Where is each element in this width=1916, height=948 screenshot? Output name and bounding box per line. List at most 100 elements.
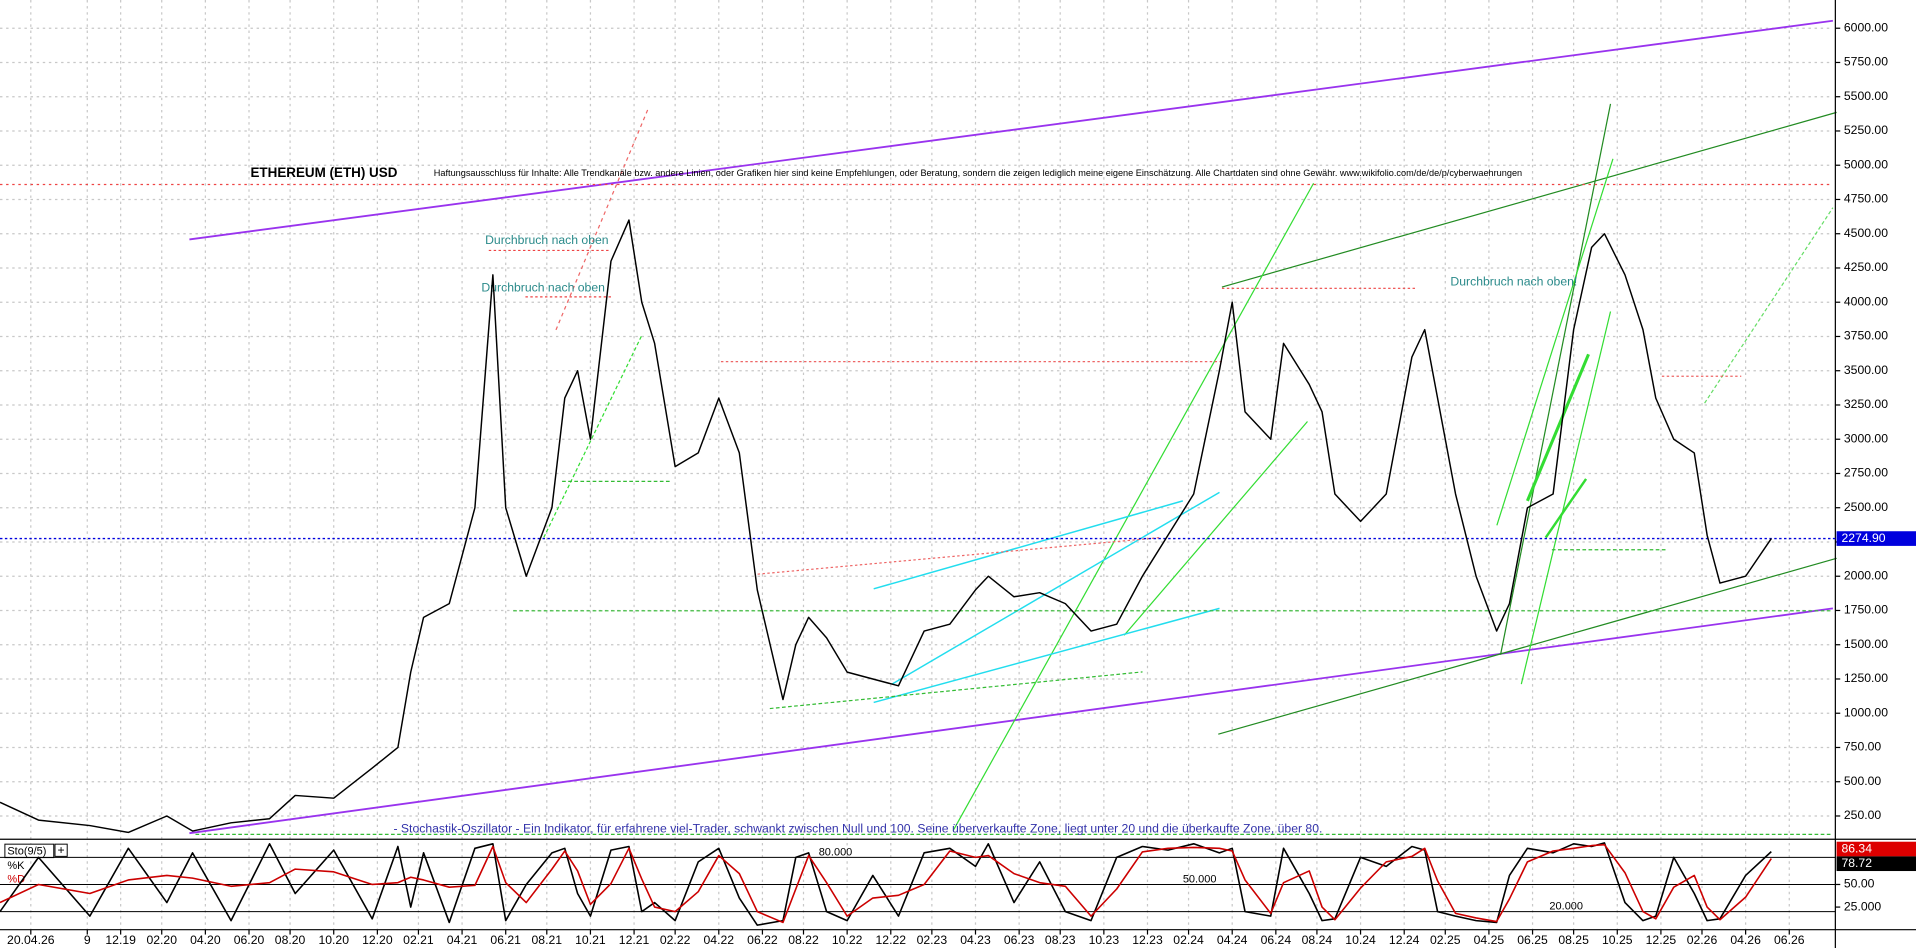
x-tick-label: 10.25 — [1602, 933, 1633, 947]
x-tick-label: 08.22 — [788, 933, 819, 947]
y-tick-label: 6000.00 — [1844, 20, 1888, 34]
x-tick-label: 08.25 — [1558, 933, 1589, 947]
x-tick-label: 04.20 — [190, 933, 221, 947]
level-label: 80.000 — [819, 846, 853, 858]
annotation: - Stochastik-Oszillator - Ein Indikator,… — [393, 822, 1322, 836]
trend-line — [769, 671, 1143, 710]
x-tick-label: 02.24 — [1173, 933, 1204, 947]
x-tick-label: 02.22 — [660, 933, 691, 947]
x-tick-label: 04.23 — [960, 933, 991, 947]
expand-icon[interactable]: + — [58, 843, 65, 857]
y-tick-label: 4000.00 — [1844, 294, 1888, 308]
x-tick-label: 06.25 — [1517, 933, 1548, 947]
x-tick-label: 12.24 — [1389, 933, 1420, 947]
x-tick-label: 06.21 — [490, 933, 521, 947]
price-line — [0, 219, 1772, 834]
disclaimer: Haftungsausschluss für Inhalte: Alle Tre… — [434, 168, 1522, 178]
y-tick-label: 50.00 — [1844, 877, 1875, 891]
x-tick-label: 12.20 — [362, 933, 393, 947]
y-tick-label: 3000.00 — [1844, 431, 1888, 445]
x-tick-label: 9 — [84, 933, 91, 947]
x-tick-label: 10.21 — [575, 933, 606, 947]
last-price-label: 2274.90 — [1841, 531, 1885, 545]
x-tick-label: 06.24 — [1261, 933, 1292, 947]
y-tick-label: 750.00 — [1844, 740, 1882, 754]
legend-entry: %D — [7, 873, 25, 885]
trend-line — [1526, 353, 1590, 502]
x-tick-label: 12.22 — [876, 933, 907, 947]
trend-line — [1221, 111, 1837, 288]
y-tick-label: 500.00 — [1844, 774, 1882, 788]
trend-line — [543, 335, 643, 538]
trend-line — [891, 491, 1220, 685]
y-tick-label: 5750.00 — [1844, 55, 1888, 69]
annotation: Durchbruch nach oben! — [1450, 274, 1577, 288]
x-tick-label: 06.20 — [234, 933, 265, 947]
annotation: Durchbruch nach oben — [481, 281, 604, 295]
x-tick-label: 06.22 — [747, 933, 778, 947]
last-value-label: 78.72 — [1841, 856, 1872, 870]
x-tick-label: 12.19 — [105, 933, 136, 947]
y-tick-label: 1500.00 — [1844, 637, 1888, 651]
x-tick-label: 06.23 — [1004, 933, 1035, 947]
y-tick-label: 2750.00 — [1844, 466, 1888, 480]
x-tick-label: 20.04.26 — [7, 933, 55, 947]
x-tick-label: 12.21 — [619, 933, 650, 947]
y-tick-label: 25.000 — [1844, 899, 1882, 913]
y-tick-label: 5250.00 — [1844, 123, 1888, 137]
last-value-box — [1836, 841, 1916, 857]
trend-line — [555, 109, 649, 331]
y-tick-label: 4750.00 — [1844, 192, 1888, 206]
indicator-title: Sto(9/5) — [7, 845, 46, 857]
x-tick-label: 08.24 — [1302, 933, 1333, 947]
legend-entry: %K — [7, 860, 25, 872]
y-tick-label: 250.00 — [1844, 808, 1882, 822]
x-tick-label: 08.21 — [532, 933, 563, 947]
y-tick-label: 3500.00 — [1844, 363, 1888, 377]
last-value-box — [1836, 856, 1916, 872]
x-tick-label: 08.23 — [1045, 933, 1076, 947]
x-tick-label: 02.26 — [1687, 933, 1718, 947]
trend-line — [1496, 158, 1614, 526]
y-tick-label: 5500.00 — [1844, 89, 1888, 103]
expand-button[interactable] — [54, 843, 68, 857]
x-tick-label: 10.20 — [318, 933, 349, 947]
x-tick-label: 02.20 — [146, 933, 177, 947]
x-tick-label: 12.23 — [1132, 933, 1163, 947]
level-label: 50.000 — [1183, 873, 1217, 885]
x-tick-label: 08.20 — [275, 933, 306, 947]
trend-line — [1704, 207, 1834, 404]
y-tick-label: 1000.00 — [1844, 705, 1888, 719]
trend-line — [1544, 478, 1588, 539]
x-tick-label: 02.23 — [917, 933, 948, 947]
x-tick-label: 10.24 — [1345, 933, 1376, 947]
x-tick-label: 04.26 — [1730, 933, 1761, 947]
y-tick-label: 2000.00 — [1844, 568, 1888, 582]
y-tick-label: 1750.00 — [1844, 603, 1888, 617]
trend-line — [1123, 421, 1308, 636]
trend-line — [873, 500, 1184, 590]
x-tick-label: 04.22 — [704, 933, 735, 947]
trend-line — [952, 182, 1315, 832]
trend-line — [1499, 103, 1612, 655]
last-value-label: 86.34 — [1841, 841, 1872, 855]
x-tick-label: 02.25 — [1430, 933, 1461, 947]
trend-line — [757, 536, 1161, 575]
x-tick-label: 06.26 — [1774, 933, 1805, 947]
trend-line — [1520, 311, 1612, 685]
x-tick-label: 04.21 — [447, 933, 478, 947]
x-tick-label: 02.21 — [403, 933, 434, 947]
x-tick-label: 10.23 — [1089, 933, 1120, 947]
trend-lines — [0, 19, 1837, 835]
stochastic-line — [0, 842, 1772, 926]
y-tick-label: 5000.00 — [1844, 157, 1888, 171]
trend-line — [189, 19, 1834, 241]
stochastic-line — [0, 843, 1772, 924]
x-tick-label: 04.24 — [1217, 933, 1248, 947]
y-tick-label: 2500.00 — [1844, 500, 1888, 514]
chart-title: ETHEREUM (ETH) USD — [250, 165, 397, 180]
x-tick-label: 10.22 — [832, 933, 863, 947]
y-tick-label: 3750.00 — [1844, 329, 1888, 343]
